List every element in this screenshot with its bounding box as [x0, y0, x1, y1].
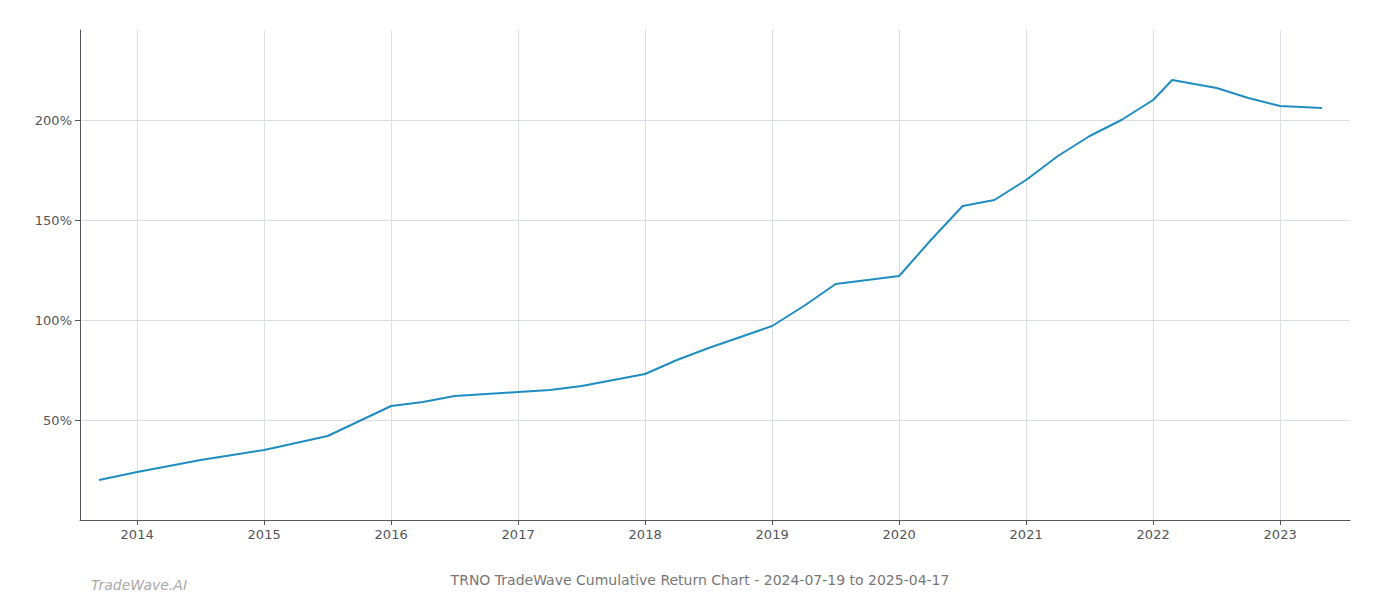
svg-text:2021: 2021: [1010, 527, 1043, 542]
svg-text:2016: 2016: [375, 527, 408, 542]
svg-text:TRNO TradeWave Cumulative Retu: TRNO TradeWave Cumulative Return Chart -…: [450, 572, 950, 588]
svg-text:2014: 2014: [121, 527, 154, 542]
svg-text:2022: 2022: [1137, 527, 1170, 542]
svg-text:50%: 50%: [43, 413, 72, 428]
svg-text:TradeWave.AI: TradeWave.AI: [91, 577, 187, 593]
svg-text:150%: 150%: [35, 213, 72, 228]
svg-text:2018: 2018: [629, 527, 662, 542]
svg-text:2020: 2020: [883, 527, 916, 542]
svg-text:2019: 2019: [756, 527, 789, 542]
svg-text:200%: 200%: [35, 113, 72, 128]
svg-text:2023: 2023: [1264, 527, 1297, 542]
svg-text:2015: 2015: [248, 527, 281, 542]
svg-text:2017: 2017: [502, 527, 535, 542]
svg-text:100%: 100%: [35, 313, 72, 328]
